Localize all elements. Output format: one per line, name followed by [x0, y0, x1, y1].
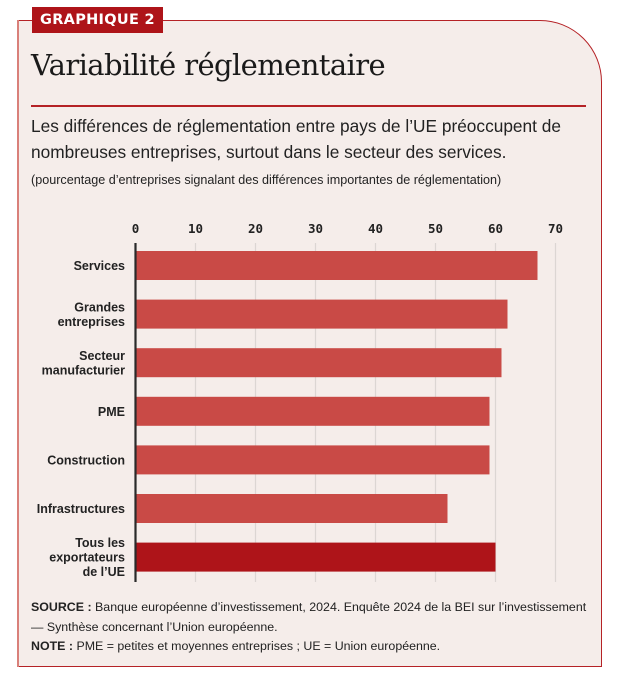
- note-text: PME = petites et moyennes entreprises ; …: [73, 639, 441, 653]
- bar: [136, 445, 490, 475]
- chart-title: Variabilité réglementaire: [31, 48, 386, 82]
- source-note: SOURCE : Banque européenne d’investissem…: [31, 598, 591, 637]
- x-tick-labels: 0 10 20 30 40 50 60 70: [132, 221, 563, 236]
- unit-note: (pourcentage d’entreprises signalant des…: [31, 173, 502, 187]
- x-tick-label: 50: [428, 221, 443, 236]
- category-label: Secteur manufacturier: [42, 349, 125, 378]
- title-rule: [31, 105, 586, 107]
- x-tick-label: 60: [488, 221, 503, 236]
- category-label: Grandes entreprises: [58, 300, 125, 329]
- note-label: NOTE :: [31, 639, 73, 653]
- source-text: Banque européenne d’investissement, 2024…: [31, 600, 587, 634]
- bar: [136, 494, 448, 523]
- bar: [136, 299, 508, 329]
- x-tick-label: 70: [548, 221, 563, 236]
- x-tick-label: 0: [132, 221, 140, 236]
- bar: [136, 542, 496, 572]
- bar: [136, 396, 490, 426]
- category-label: PME: [98, 405, 125, 419]
- chart-subtitle: Les différences de réglementation entre …: [31, 116, 561, 162]
- category-label: Infrastructures: [37, 502, 125, 516]
- frame-accent: [17, 20, 19, 667]
- bar: [136, 251, 538, 280]
- note: NOTE : PME = petites et moyennes entrepr…: [31, 637, 591, 657]
- category-label: Services: [74, 259, 125, 273]
- x-tick-label: 40: [368, 221, 383, 236]
- category-labels: Services Grandes entreprises Secteur manufac…: [37, 259, 125, 579]
- x-tick-label: 30: [308, 221, 323, 236]
- source-label: SOURCE :: [31, 600, 92, 614]
- x-tick-label: 20: [248, 221, 263, 236]
- category-label: Construction: [47, 453, 125, 467]
- bars: [136, 251, 538, 572]
- bar: [136, 348, 502, 378]
- x-tick-label: 10: [188, 221, 203, 236]
- figure-badge: GRAPHIQUE 2: [32, 7, 163, 33]
- category-label: Tous les exportateurs de l’UE: [49, 536, 125, 579]
- footnotes: SOURCE : Banque européenne d’investissem…: [31, 598, 591, 657]
